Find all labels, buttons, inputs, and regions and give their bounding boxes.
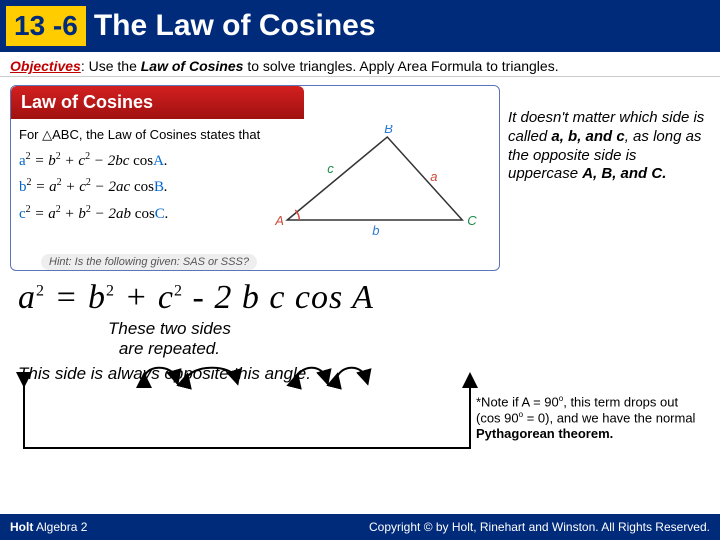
objectives-label: Objectives xyxy=(10,58,81,74)
objectives-text-after: to solve triangles. Apply Area Formula t… xyxy=(243,58,558,74)
below-annotations: These two sides are repeated. xyxy=(0,317,720,358)
page-title: The Law of Cosines xyxy=(94,9,376,43)
hint-text: Hint: Is the following given: SAS or SSS… xyxy=(41,254,257,270)
big-formula: a2 = b2 + c2 - 2 b c cos A xyxy=(18,279,710,317)
footer-bar: Holt Algebra 2 Copyright © by Holt, Rine… xyxy=(0,514,720,540)
triangle-diagram: A B C a b c xyxy=(264,125,491,250)
law-equations: For △ABC, the Law of Cosines states that… xyxy=(19,125,264,250)
chapter-number: 13 -6 xyxy=(6,6,86,46)
svg-text:a: a xyxy=(431,169,438,184)
repeated-sides-note: These two sides are repeated. xyxy=(108,319,231,358)
content-row: Law of Cosines For △ABC, the Law of Cosi… xyxy=(0,77,720,275)
svg-text:C: C xyxy=(468,213,478,228)
objectives-line: Objectives: Use the Law of Cosines to so… xyxy=(0,52,720,77)
footer-copyright: Copyright © by Holt, Rinehart and Winsto… xyxy=(369,520,710,534)
svg-text:c: c xyxy=(328,161,335,176)
svg-text:A: A xyxy=(275,213,285,228)
law-intro: For △ABC, the Law of Cosines states that xyxy=(19,125,264,145)
objectives-strong: Law of Cosines xyxy=(141,58,244,74)
header-bar: 13 -6 The Law of Cosines xyxy=(0,0,720,52)
opposite-angle-note: This side is always opposite this angle. xyxy=(18,364,720,384)
svg-text:B: B xyxy=(385,125,394,136)
objectives-text-before: : Use the xyxy=(81,58,141,74)
side-note: It doesn't matter which side is called a… xyxy=(508,85,708,271)
law-box-body: For △ABC, the Law of Cosines states that… xyxy=(11,119,499,252)
law-box-heading: Law of Cosines xyxy=(11,86,304,119)
formula-row: a2 = b2 + c2 - 2 b c cos A xyxy=(0,275,720,317)
triangle-svg: A B C a b c xyxy=(264,125,491,245)
equation-2: b2 = a2 + c2 − 2ac cosB. xyxy=(19,175,264,199)
equation-3: c2 = a2 + b2 − 2ab cosC. xyxy=(19,202,264,226)
pythagorean-note: *Note if A = 90o, this term drops out (c… xyxy=(476,394,706,441)
svg-text:b: b xyxy=(373,223,380,238)
footer-brand: Holt Algebra 2 xyxy=(10,520,87,534)
law-of-cosines-box: Law of Cosines For △ABC, the Law of Cosi… xyxy=(10,85,500,271)
equation-1: a2 = b2 + c2 − 2bc cosA. xyxy=(19,149,264,173)
